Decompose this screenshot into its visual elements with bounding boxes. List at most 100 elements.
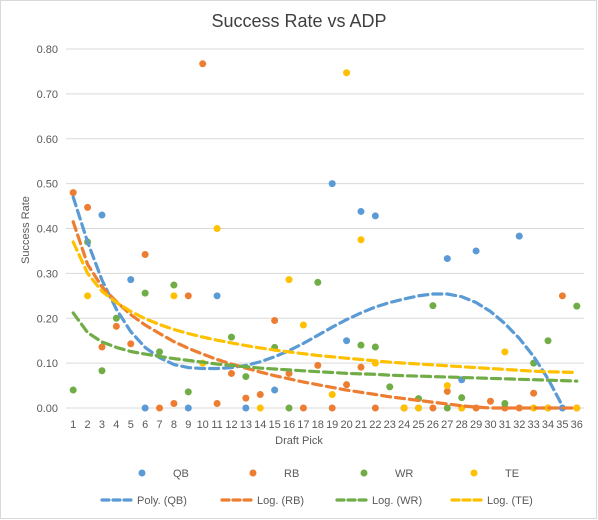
data-point (141, 251, 149, 259)
data-point (141, 404, 149, 412)
legend-marker (360, 469, 368, 477)
x-tick-label: 23 (384, 419, 396, 431)
data-point (429, 404, 437, 412)
legend-label: Poly. (QB) (137, 495, 187, 507)
legend-label: WR (395, 468, 413, 480)
series-qb (98, 180, 566, 412)
data-point (285, 404, 293, 412)
data-point (328, 404, 336, 412)
legend-label: TE (505, 468, 519, 480)
data-point (213, 400, 221, 408)
data-point (371, 212, 379, 220)
data-point (314, 361, 322, 369)
data-point (98, 343, 106, 351)
data-point (443, 255, 451, 263)
data-point (357, 363, 365, 371)
data-point (112, 314, 120, 322)
data-point (343, 337, 351, 345)
trendline (71, 240, 579, 375)
data-point (299, 404, 307, 412)
data-point (213, 225, 221, 232)
x-tick-label: 8 (171, 419, 177, 431)
y-tick-label: 0.00 (37, 403, 58, 415)
data-point (242, 373, 250, 381)
legend-label: Log. (WR) (372, 495, 422, 507)
x-tick-label: 6 (142, 419, 148, 431)
data-point (573, 302, 581, 310)
y-tick-label: 0.70 (37, 89, 58, 101)
data-point (573, 404, 581, 412)
x-tick-label: 9 (185, 419, 191, 431)
y-tick-label: 0.30 (37, 268, 58, 280)
x-tick-label: 30 (484, 419, 496, 431)
x-tick-label: 22 (369, 419, 381, 431)
data-point (443, 387, 451, 395)
y-tick-label: 0.80 (37, 44, 58, 56)
data-point (127, 276, 135, 284)
data-point (227, 333, 235, 341)
x-tick-label: 34 (542, 419, 554, 431)
x-tick-label: 20 (340, 419, 352, 431)
x-tick-label: 14 (254, 419, 266, 431)
data-point (213, 292, 221, 300)
data-point (84, 203, 92, 211)
data-point (415, 404, 423, 412)
x-tick-label: 12 (225, 419, 237, 431)
x-tick-label: 1 (70, 419, 76, 431)
series-rb (69, 60, 581, 412)
data-point (486, 397, 494, 405)
legend-label: RB (284, 468, 299, 480)
x-tick-label: 33 (528, 419, 540, 431)
legend-label: QB (173, 468, 189, 480)
data-point (544, 337, 552, 345)
x-tick-label: 25 (412, 419, 424, 431)
y-tick-label: 0.40 (37, 224, 58, 236)
data-point (501, 400, 509, 408)
data-point (256, 404, 264, 412)
trendline (71, 195, 564, 408)
data-point (256, 391, 264, 399)
data-point (400, 404, 408, 412)
legend-label: Log. (RB) (257, 495, 304, 507)
x-tick-label: 4 (113, 419, 119, 431)
data-point (357, 207, 365, 215)
data-point (170, 400, 178, 408)
data-point (227, 369, 235, 377)
x-tick-label: 26 (427, 419, 439, 431)
data-point (170, 281, 178, 289)
data-point (184, 404, 192, 412)
x-tick-label: 31 (499, 419, 511, 431)
data-point (343, 381, 351, 389)
legend-label: Log. (TE) (487, 495, 533, 507)
x-tick-label: 28 (456, 419, 468, 431)
data-point (371, 343, 379, 351)
x-tick-label: 29 (470, 419, 482, 431)
data-point (443, 382, 451, 390)
data-point (98, 367, 106, 375)
x-tick-label: 27 (441, 419, 453, 431)
data-point (141, 289, 149, 297)
legend-marker (470, 469, 478, 477)
data-point (156, 348, 164, 356)
x-tick-label: 7 (156, 419, 162, 431)
data-point (343, 69, 351, 77)
x-tick-label: 35 (556, 419, 568, 431)
x-tick-label: 24 (398, 419, 410, 431)
data-point (472, 247, 480, 255)
data-point (184, 388, 192, 396)
data-point (314, 278, 322, 286)
trendline (71, 220, 579, 410)
x-tick-label: 18 (312, 419, 324, 431)
data-point (98, 211, 106, 219)
data-point (530, 389, 538, 397)
x-tick-label: 21 (355, 419, 367, 431)
data-point (285, 369, 293, 377)
data-point (357, 236, 365, 244)
x-tick-label: 11 (211, 419, 222, 431)
data-point (69, 189, 77, 197)
data-point (501, 348, 509, 356)
data-point (271, 386, 279, 394)
series-te (84, 69, 581, 412)
data-point (328, 180, 336, 188)
